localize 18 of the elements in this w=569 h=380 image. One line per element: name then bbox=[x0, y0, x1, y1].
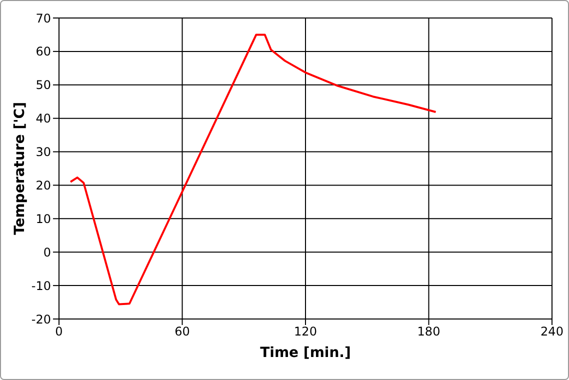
y-tick-label: 40 bbox=[36, 112, 51, 126]
y-tick-label: 0 bbox=[43, 245, 51, 260]
y-tick-label: 20 bbox=[36, 178, 51, 192]
x-tick-label: 0 bbox=[55, 324, 63, 339]
y-tick-label: 30 bbox=[36, 145, 51, 160]
line-series bbox=[70, 34, 437, 306]
y-tick-label: 70 bbox=[36, 11, 51, 26]
y-tick-label: 60 bbox=[36, 44, 51, 59]
y-tick-label: -10 bbox=[31, 278, 51, 293]
y-tick-label: 50 bbox=[36, 78, 51, 92]
x-tick-label: 60 bbox=[174, 324, 190, 339]
x-axis-title: Time [min.] bbox=[260, 345, 351, 361]
x-tick-label: 240 bbox=[540, 324, 564, 339]
x-tick-label: 120 bbox=[294, 324, 317, 339]
y-axis-title: Temperature ['C] bbox=[12, 102, 28, 235]
y-tick-label: 10 bbox=[36, 212, 51, 226]
y-tick-label: -20 bbox=[31, 312, 51, 326]
x-tick-label: 180 bbox=[417, 324, 440, 339]
